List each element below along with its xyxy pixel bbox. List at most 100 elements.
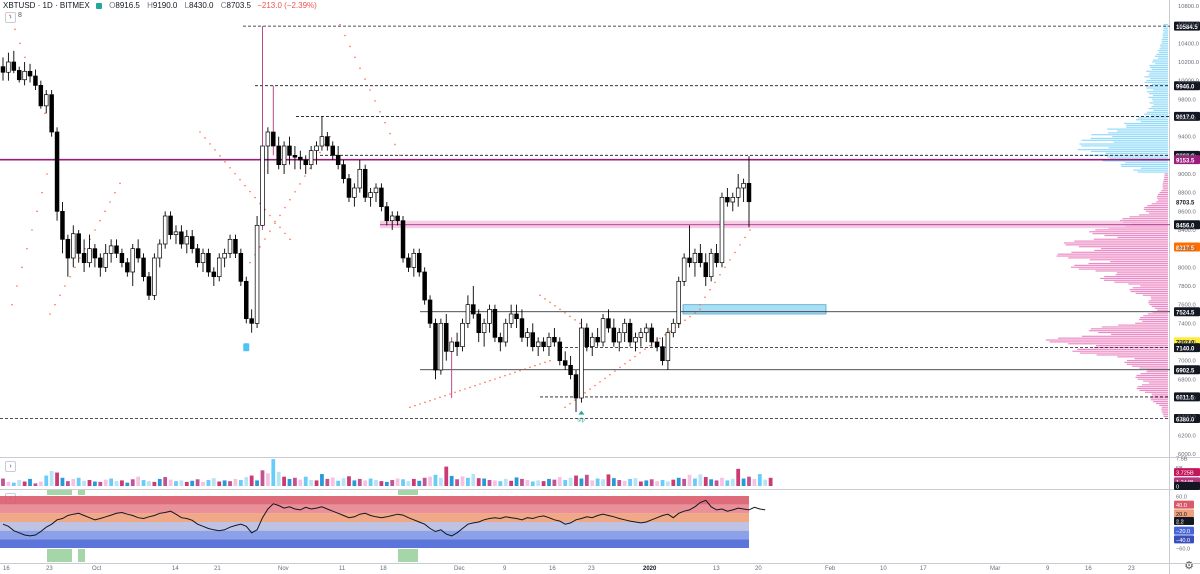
- candle-body: [119, 252, 125, 264]
- candle-body: [719, 196, 725, 264]
- sar-dot: [389, 132, 391, 135]
- candle-body: [584, 327, 590, 348]
- candle-body: [454, 341, 460, 348]
- volume-profile-bar: [1140, 373, 1168, 375]
- volume-bar: [244, 477, 249, 486]
- symbol-title[interactable]: XBTUSD · 1D · BITMEX: [3, 1, 90, 10]
- sar-dot: [224, 161, 226, 163]
- candle-body: [330, 145, 335, 156]
- sar-dot: [589, 388, 591, 390]
- volume-profile-bar: [1093, 238, 1168, 240]
- sar-dot: [329, 135, 331, 138]
- sar-dot: [11, 303, 13, 306]
- gear-icon[interactable]: ⚙: [1184, 560, 1194, 572]
- sar-dot: [294, 190, 296, 193]
- volume-profile-bar: [1157, 197, 1168, 199]
- volume-bar: [201, 481, 205, 486]
- candle-body: [200, 252, 206, 264]
- sar-dot: [269, 214, 271, 217]
- candle-body: [357, 168, 363, 189]
- volume-bar: [628, 478, 632, 486]
- candle-body: [335, 154, 341, 166]
- oscillator-band: [0, 539, 749, 548]
- volume-profile-bar: [1148, 382, 1168, 384]
- price-level-label: 8217.5: [1176, 246, 1195, 252]
- volume-bar: [617, 480, 622, 486]
- sar-dot: [109, 201, 111, 203]
- candle-body: [92, 248, 98, 259]
- sar-dot: [364, 78, 366, 80]
- candle-body: [730, 196, 736, 203]
- sar-dot: [509, 373, 511, 375]
- volume-bar: [6, 481, 11, 486]
- chevron-right-icon[interactable]: ›: [5, 12, 16, 23]
- price-axis-tick: 7000.0: [1178, 359, 1196, 365]
- volume-profile-bar: [1150, 397, 1168, 399]
- sar-dot: [459, 389, 461, 392]
- volume-bar: [509, 480, 514, 486]
- volume-profile-bar: [1150, 115, 1168, 117]
- volume-profile-bar: [1057, 337, 1168, 339]
- volume-bar: [276, 471, 281, 486]
- sar-dot: [59, 294, 61, 297]
- volume-profile-bar: [1077, 149, 1168, 151]
- candle-body: [579, 327, 584, 399]
- candle-body: [568, 364, 573, 376]
- volume-profile-bar: [1140, 285, 1168, 287]
- volume-profile-bar: [1116, 272, 1168, 274]
- sar-dot: [36, 210, 38, 213]
- volume-profile-bar: [1149, 65, 1168, 67]
- candle-body: [530, 332, 536, 348]
- volume-bar: [282, 476, 286, 486]
- volume-profile-bar: [1135, 322, 1168, 324]
- volume-profile-bar: [1162, 33, 1168, 35]
- volume-bar: [174, 481, 178, 486]
- oscillator-axis-tick: 20.0: [1176, 512, 1187, 518]
- volume-bar: [428, 476, 432, 486]
- candle-body: [22, 70, 27, 81]
- volume-bar: [314, 480, 319, 486]
- candle-body: [11, 61, 17, 71]
- oscillator-axis-tick: 0.0: [1176, 521, 1184, 527]
- candle-body: [265, 131, 271, 147]
- price-level-label-bg: [1174, 365, 1200, 375]
- volume-bar: [644, 480, 649, 486]
- price-axis-tick: 6000.0: [1178, 452, 1196, 458]
- sar-dot: [299, 183, 301, 185]
- sar-dot: [254, 196, 256, 199]
- candle-body: [287, 145, 292, 156]
- change-value: −213.0 (−2.39%): [257, 1, 317, 10]
- volume-bar: [693, 478, 697, 486]
- volume-bar: [568, 477, 573, 486]
- sar-dot: [359, 67, 361, 70]
- volume-profile-bar: [1104, 234, 1168, 237]
- sar-dot: [414, 404, 416, 407]
- volume-profile-bar: [1152, 59, 1168, 61]
- sar-dot: [394, 143, 396, 146]
- oscillator-label-bg: [1174, 535, 1194, 544]
- volume-profile-bar: [1108, 147, 1168, 149]
- volume-bar: [498, 481, 503, 486]
- volume-profile-bar: [1159, 191, 1168, 194]
- volume-bar: [433, 474, 438, 486]
- sar-dot: [349, 45, 351, 48]
- candle-body: [179, 231, 184, 245]
- volume-profile-bar: [1149, 93, 1168, 95]
- sar-dot: [724, 266, 726, 269]
- volume-bar: [125, 482, 130, 486]
- volume-profile-bar: [1130, 290, 1168, 293]
- volume-profile-bar: [1089, 259, 1168, 261]
- volume-profile-bar: [1112, 135, 1168, 138]
- volume-profile-bar: [1111, 333, 1168, 336]
- sar-dot: [489, 379, 491, 382]
- sar-dot: [584, 392, 586, 394]
- sar-dot: [559, 308, 561, 311]
- candle-body: [227, 238, 233, 254]
- candle-body: [714, 252, 719, 264]
- sar-dot: [684, 319, 686, 322]
- volume-collapse-chevron-icon[interactable]: ›: [5, 461, 16, 472]
- volume-profile-bar: [1148, 302, 1168, 304]
- volume-profile-bar: [1063, 242, 1168, 244]
